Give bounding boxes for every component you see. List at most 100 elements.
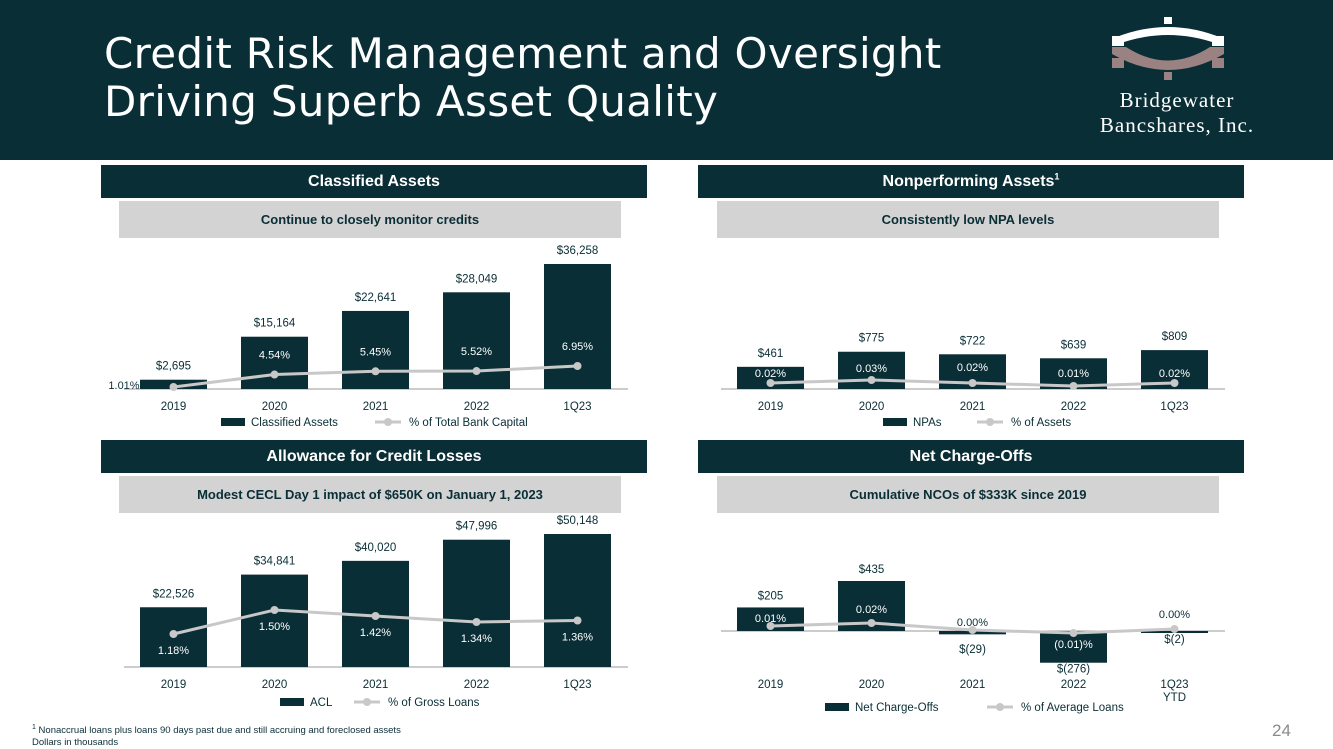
classified-title: Classified Assets xyxy=(308,173,440,190)
acl-line-point xyxy=(371,612,380,620)
acl-line-point xyxy=(472,618,481,626)
nco-title: Net Charge-Offs xyxy=(909,448,1033,465)
npa-bar-label: $775 xyxy=(859,333,885,345)
classified-bar xyxy=(544,264,611,389)
nco-category-label: 2022 xyxy=(1061,679,1087,691)
acl-line-label: 1.42% xyxy=(360,627,391,639)
classified-line-label: 6.95% xyxy=(562,341,593,353)
npa-category-label: 1Q23 xyxy=(1160,401,1188,413)
nco-legend-bar-label: Net Charge-Offs xyxy=(855,702,939,714)
npa-line-point xyxy=(867,376,876,384)
acl-line-label: 1.36% xyxy=(562,632,593,644)
classified-line-point xyxy=(371,367,380,376)
acl-legend-line-marker xyxy=(363,698,371,706)
nco-bar-label: $(2) xyxy=(1164,634,1185,646)
classified-bar xyxy=(342,310,409,389)
classified-bar xyxy=(241,336,308,389)
classified-line-point xyxy=(472,367,481,376)
npa-subtitle-bar: Consistently low NPA levels xyxy=(717,201,1219,238)
nco-line-label: 0.00% xyxy=(1159,609,1190,621)
npa-line-label: 0.02% xyxy=(1159,368,1190,380)
acl-section-title: Allowance for Credit Losses xyxy=(101,440,647,473)
npa-title: Nonperforming Assets xyxy=(882,173,1055,190)
npa-legend-line-label: % of Assets xyxy=(1011,417,1071,429)
classified-legend-bar-label: Classified Assets xyxy=(251,417,338,429)
nco-category-sublabel: YTD xyxy=(1163,692,1186,704)
bridge-logo-icon xyxy=(1112,17,1224,80)
acl-bar xyxy=(241,574,308,667)
classified-subtitle-bar: Continue to closely monitor credits xyxy=(119,201,621,238)
nco-category-label: 1Q23 xyxy=(1160,679,1188,691)
classified-category-label: 2019 xyxy=(161,401,187,413)
nco-bar-label: $(276) xyxy=(1057,664,1090,676)
logo-wordmark: Bridgewater Bancshares, Inc. xyxy=(1062,88,1292,138)
classified-line-label: 1.01% xyxy=(108,380,139,392)
npa-line-point xyxy=(968,379,977,387)
classified-bar-label: $2,695 xyxy=(156,361,191,373)
classified-section-title: Classified Assets xyxy=(101,165,647,198)
npa-legend-bar-label: NPAs xyxy=(913,417,942,429)
company-logo: Bridgewater Bancshares, Inc. xyxy=(1062,14,1292,144)
acl-bar xyxy=(544,534,611,667)
nco-category-label: 2021 xyxy=(960,679,986,691)
classified-bar-label: $22,641 xyxy=(355,292,397,304)
acl-bar-label: $22,526 xyxy=(153,588,195,600)
nco-subtitle-bar: Cumulative NCOs of $333K since 2019 xyxy=(717,476,1219,513)
classified-category-label: 2022 xyxy=(464,401,490,413)
acl-bar-label: $34,841 xyxy=(254,556,296,568)
acl-line-point xyxy=(573,616,582,625)
npa-bar-label: $809 xyxy=(1162,331,1188,343)
nco-category-label: 2019 xyxy=(758,679,784,691)
nco-legend-bar-swatch xyxy=(825,703,849,711)
npa-legend-line-marker xyxy=(986,418,994,426)
classified-bar-label: $15,164 xyxy=(254,318,296,330)
npa-line-label: 0.02% xyxy=(957,362,988,374)
nco-subtitle: Cumulative NCOs of $333K since 2019 xyxy=(849,487,1087,502)
nco-bar-label: $205 xyxy=(758,590,784,602)
page-title-line1: Credit Risk Management and Oversight xyxy=(104,29,942,78)
acl-legend-line-label: % of Gross Loans xyxy=(388,697,480,709)
npa-bar-label: $722 xyxy=(960,335,986,347)
header-banner: Credit Risk Management and Oversight Dri… xyxy=(0,0,1333,160)
acl-subtitle-bar: Modest CECL Day 1 impact of $650K on Jan… xyxy=(119,476,621,513)
acl-category-label: 2020 xyxy=(262,679,288,691)
npa-line-point xyxy=(766,379,775,387)
npa-section-title: Nonperforming Assets1 xyxy=(698,165,1244,198)
acl-line-label: 1.18% xyxy=(158,645,189,657)
npa-line-label: 0.02% xyxy=(755,368,786,380)
classified-subtitle: Continue to closely monitor credits xyxy=(260,212,480,227)
classified-bar-label: $28,049 xyxy=(456,273,498,285)
nco-line-label: 0.00% xyxy=(957,617,988,629)
nco-line-point xyxy=(1069,629,1078,637)
npa-title-footnote-mark: 1 xyxy=(1054,171,1060,182)
classified-category-label: 2021 xyxy=(363,401,389,413)
classified-bar-label: $36,258 xyxy=(557,245,599,257)
acl-legend-bar-swatch xyxy=(280,698,304,706)
nco-legend-line-marker xyxy=(996,703,1004,711)
npa-bar-label: $639 xyxy=(1061,339,1087,351)
logo-line1: Bridgewater xyxy=(1119,88,1235,112)
classified-category-label: 1Q23 xyxy=(563,401,591,413)
acl-legend-bar-label: ACL xyxy=(310,697,333,709)
acl-category-label: 2022 xyxy=(464,679,490,691)
nco-bar-label: $(29) xyxy=(959,644,986,656)
nco-line-point xyxy=(1170,625,1179,633)
npa-category-label: 2019 xyxy=(758,401,784,413)
nco-bar-label: $435 xyxy=(859,564,885,576)
logo-line2: Bancshares, Inc. xyxy=(1099,113,1255,137)
npa-bar-label: $461 xyxy=(758,348,784,360)
npa-line-point xyxy=(1170,379,1179,387)
classified-line-point xyxy=(573,362,582,370)
nco-line-label: (0.01)% xyxy=(1054,639,1093,651)
npa-legend-bar-swatch xyxy=(883,418,907,426)
footnote-mark: 1 xyxy=(32,724,36,731)
acl-line-label: 1.50% xyxy=(259,621,290,633)
npa-category-label: 2020 xyxy=(859,401,885,413)
npa-category-label: 2021 xyxy=(960,401,986,413)
acl-category-label: 2019 xyxy=(161,679,187,691)
npa-line-label: 0.03% xyxy=(856,363,887,375)
classified-line-label: 5.45% xyxy=(360,346,391,358)
nco-section-title: Net Charge-Offs xyxy=(698,440,1244,473)
acl-subtitle: Modest CECL Day 1 impact of $650K on Jan… xyxy=(197,487,543,502)
